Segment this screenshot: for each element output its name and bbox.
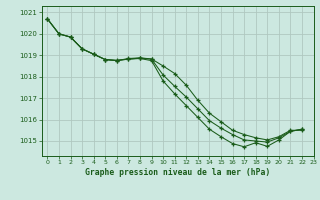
X-axis label: Graphe pression niveau de la mer (hPa): Graphe pression niveau de la mer (hPa) [85, 168, 270, 177]
